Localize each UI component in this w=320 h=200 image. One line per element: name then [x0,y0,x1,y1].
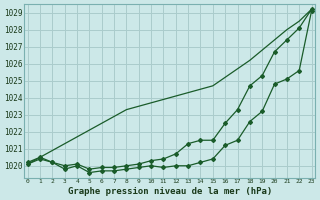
X-axis label: Graphe pression niveau de la mer (hPa): Graphe pression niveau de la mer (hPa) [68,187,272,196]
